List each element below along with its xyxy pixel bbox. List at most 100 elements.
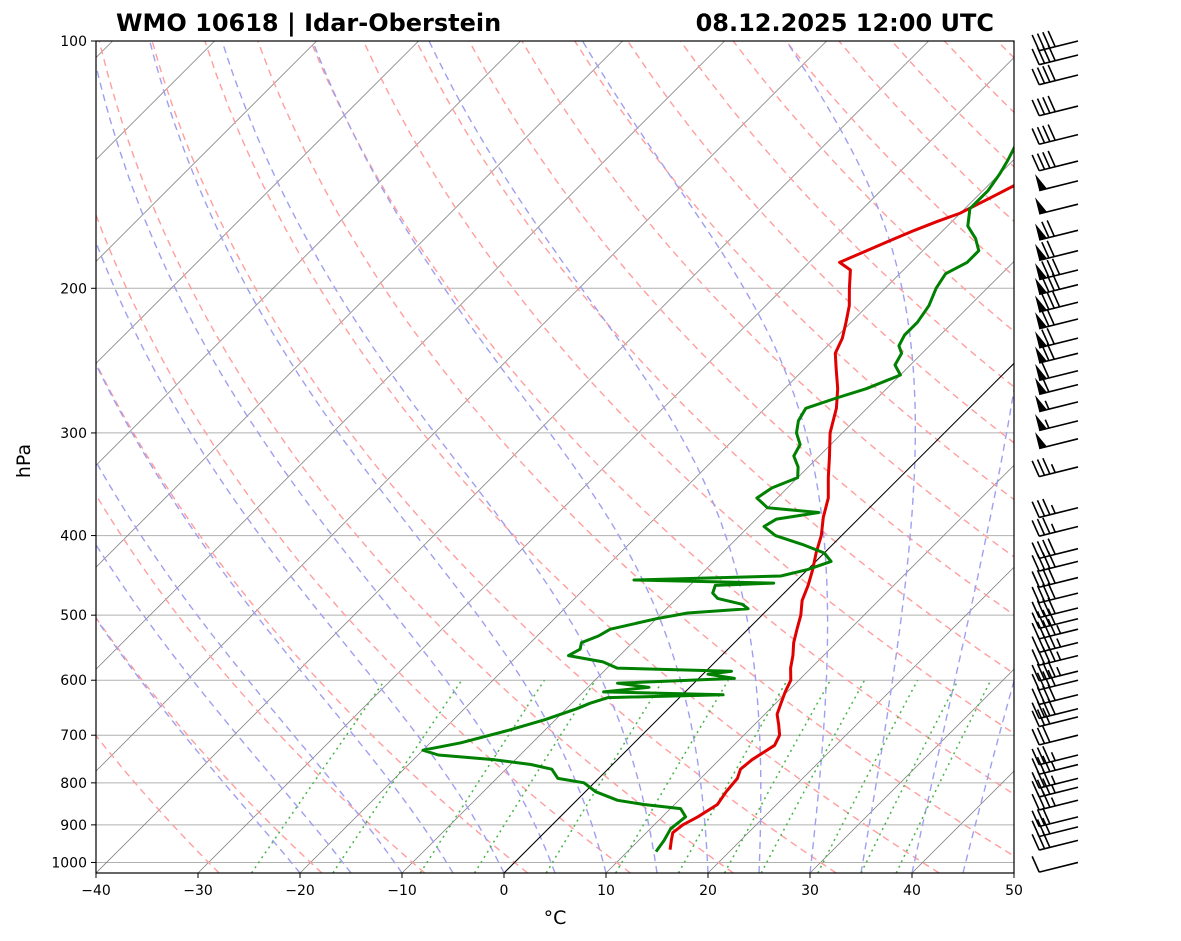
barb-flag (1031, 542, 1040, 559)
barb-flag (1051, 258, 1061, 275)
wind-barb (1031, 807, 1079, 828)
wind-barb (1035, 395, 1079, 413)
barb-flag (1031, 748, 1040, 766)
barb-pennant (1035, 312, 1047, 329)
barb-half-flag (1050, 463, 1056, 473)
chart-title-time: 08.12.2025 12:00 UTC (696, 9, 994, 37)
mixing-ratio-3 (473, 679, 597, 873)
y-tick-label: 100 (60, 34, 87, 50)
barb-flag (1036, 500, 1046, 517)
barb-flag (1031, 702, 1040, 719)
barb-flag (1047, 660, 1056, 678)
barb-shaft (1038, 628, 1079, 640)
barb-flag (1042, 745, 1051, 763)
dry-adiabat-100 (521, 41, 1014, 558)
barb-flag (1036, 663, 1046, 680)
y-tick-label: 700 (60, 728, 87, 744)
wind-barb (1031, 30, 1079, 52)
barb-flag (1036, 459, 1046, 476)
wind-barb (1035, 290, 1079, 313)
barb-flag (1042, 620, 1051, 637)
barb-flag (1041, 241, 1050, 259)
barb-half-flag (1050, 761, 1056, 771)
barb-flag (1036, 610, 1046, 628)
barb-half-flag (1044, 400, 1050, 410)
y-axis-label: hPa (13, 444, 35, 478)
y-tick-label: 900 (60, 818, 87, 834)
barb-flag (1031, 728, 1040, 746)
barb-flag (1031, 554, 1040, 572)
mixing-ratio-0.5 (250, 679, 386, 873)
wind-barb (1031, 745, 1079, 766)
x-tick-label: −10 (387, 883, 417, 899)
wind-barb (1031, 726, 1079, 746)
barb-pennant (1035, 363, 1047, 381)
dry-adiabat-130 (679, 41, 1014, 388)
barb-flag (1046, 259, 1055, 277)
barb-flag (1041, 361, 1050, 379)
y-tick-label: 1000 (51, 855, 87, 871)
mixing-ratio-12 (677, 679, 788, 873)
barb-flag (1042, 96, 1051, 114)
barb-flag (1036, 569, 1046, 587)
isotherm--90 (96, 41, 419, 364)
barb-flag (1031, 771, 1040, 789)
barb-pennant (1035, 414, 1047, 431)
wind-barb (1031, 618, 1079, 640)
barb-pennant (1035, 197, 1047, 214)
barb-shaft (1038, 707, 1079, 720)
barb-flag (1042, 609, 1051, 627)
barb-flag (1031, 664, 1040, 682)
background-lines (96, 41, 1014, 873)
y-tick-label: 800 (60, 776, 87, 792)
x-tick-label: 20 (699, 883, 717, 899)
chart-title-station: WMO 10618 | Idar-Oberstein (116, 9, 501, 37)
barb-flag (1041, 221, 1050, 238)
y-tick-label: 500 (60, 608, 87, 624)
barb-flag (1031, 34, 1040, 52)
barb-flag (1031, 710, 1040, 727)
barb-flag (1047, 95, 1056, 113)
barb-pennant (1035, 395, 1047, 412)
barb-shaft (1038, 160, 1079, 172)
barb-shaft (1038, 547, 1079, 560)
barb-pennant (1035, 263, 1047, 280)
barb-shaft (1038, 105, 1079, 117)
barb-shaft (1038, 777, 1079, 789)
barb-flag (1047, 582, 1056, 600)
dewpoint-profile (421, 144, 1014, 853)
barb-flag (1047, 608, 1056, 625)
barb-shaft (1038, 560, 1079, 572)
x-tick-label: 40 (903, 883, 921, 899)
barb-flag (1031, 758, 1040, 775)
dry-adiabat-50 (257, 41, 1014, 857)
wind-barb (1031, 150, 1079, 172)
barb-flag (1042, 498, 1051, 516)
barb-shaft (1038, 754, 1079, 766)
plot-frame (95, 40, 1015, 874)
wind-barb (1031, 95, 1079, 117)
barb-half-flag (1050, 797, 1056, 807)
barb-flag (1042, 151, 1051, 169)
barb-half-flag (1044, 419, 1050, 429)
x-axis-label: °C (544, 907, 567, 929)
barb-flag (1047, 538, 1056, 555)
dry-adiabat-60 (309, 41, 1014, 795)
x-tick-label: 50 (1005, 883, 1023, 899)
barb-flag (1031, 601, 1040, 618)
barb-shaft (1038, 40, 1079, 52)
barb-flag (1042, 726, 1051, 743)
wind-barb (1031, 817, 1079, 838)
isotherm--80 (96, 41, 521, 466)
barb-flag (1047, 30, 1056, 48)
barb-flag (1046, 240, 1055, 257)
barb-flag (1036, 518, 1046, 536)
moist-adiabat-20 (311, 41, 709, 873)
dry-adiabat-40 (204, 41, 940, 873)
barb-flag (1031, 501, 1040, 518)
y-tick-label: 300 (60, 426, 87, 442)
dry-adiabat-70 (362, 41, 1014, 735)
barb-shaft (1038, 654, 1079, 667)
barb-flag (1046, 220, 1055, 237)
